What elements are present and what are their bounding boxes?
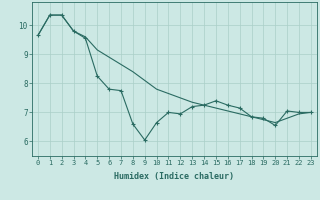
- X-axis label: Humidex (Indice chaleur): Humidex (Indice chaleur): [115, 172, 234, 181]
